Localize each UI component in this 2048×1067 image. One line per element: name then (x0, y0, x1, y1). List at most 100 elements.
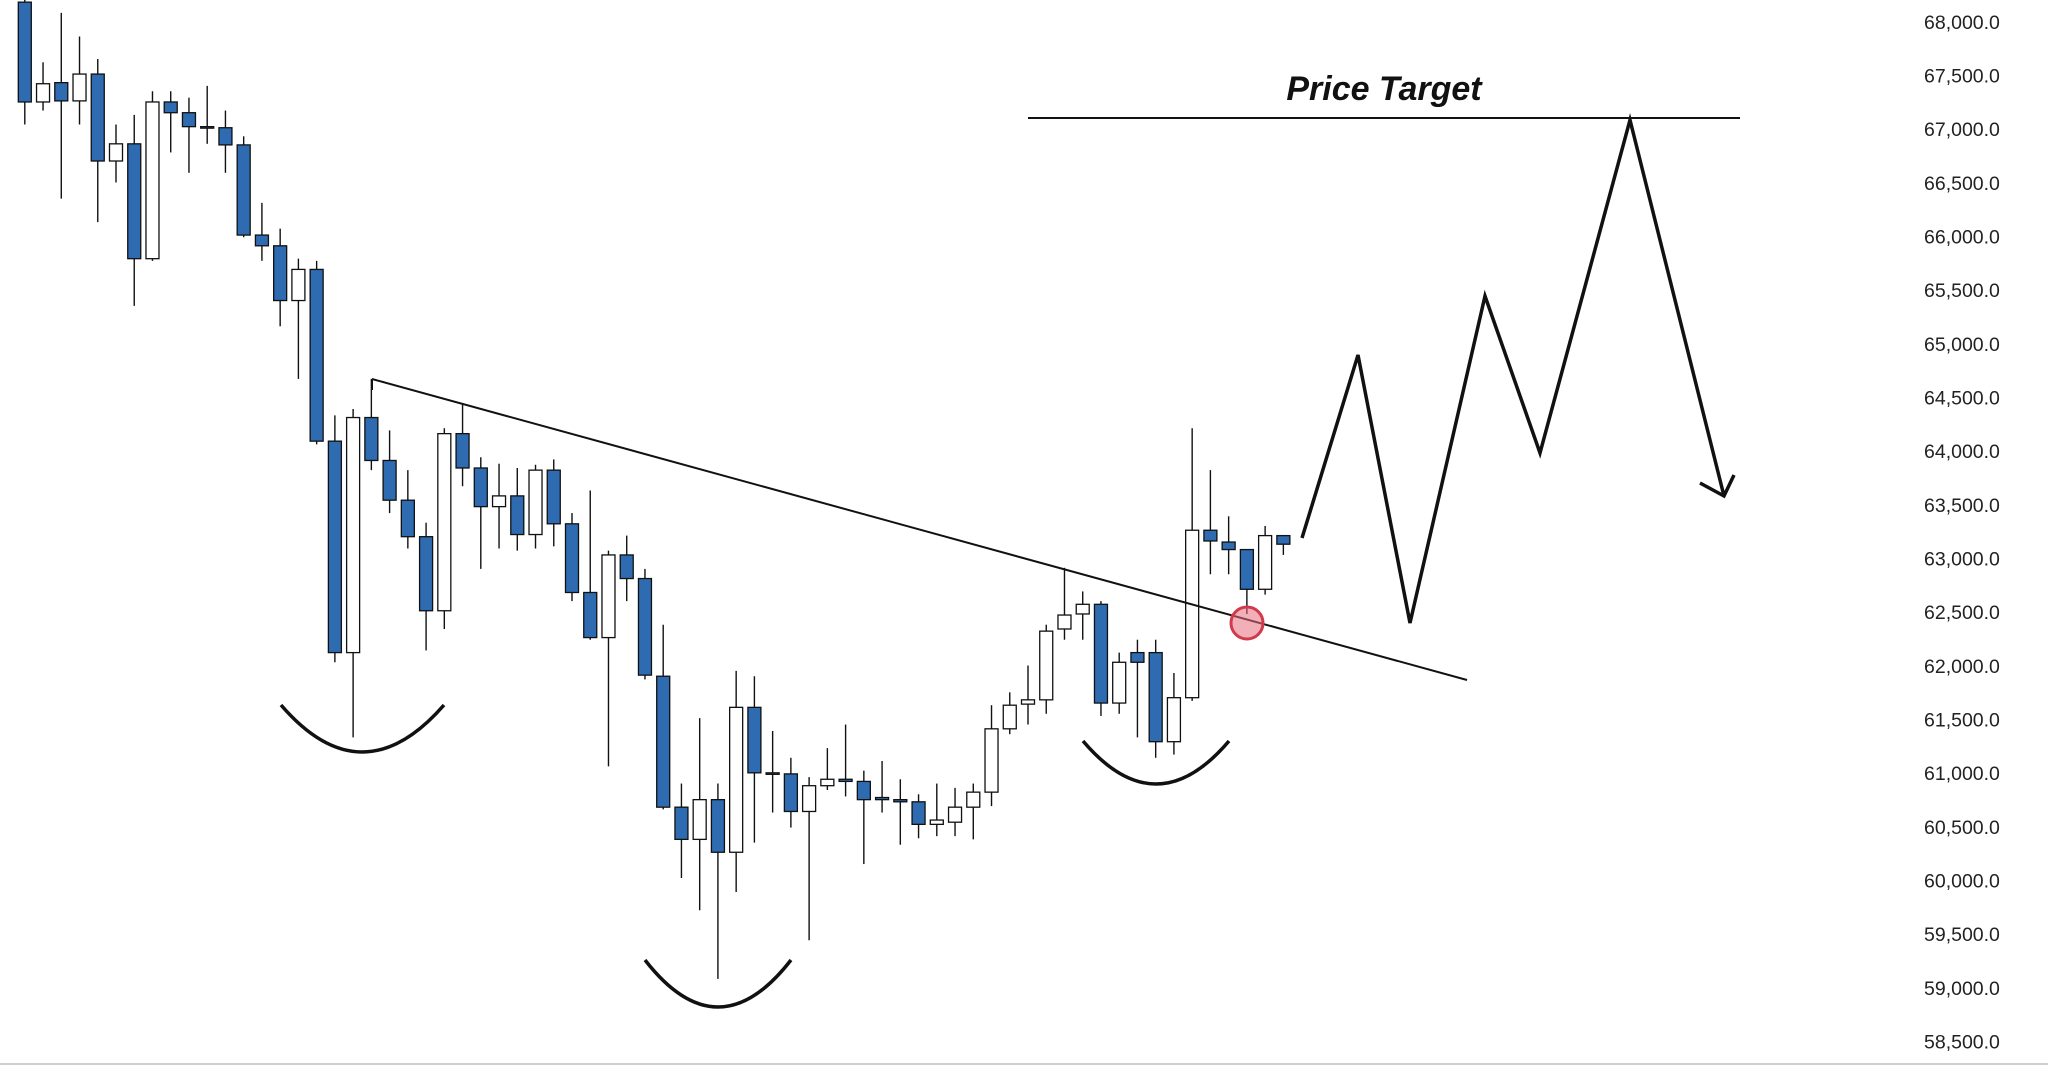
y-tick-label: 63,000.0 (1924, 548, 2000, 570)
candle-body (54, 81, 69, 102)
retest-marker (1229, 605, 1265, 641)
candle-body (984, 728, 999, 793)
projection-arrowhead (1699, 474, 1736, 499)
y-tick-label: 63,500.0 (1924, 495, 2000, 517)
y-tick-label: 62,500.0 (1924, 602, 2000, 624)
y-tick-label: 68,000.0 (1924, 12, 2000, 34)
y-tick-label: 65,500.0 (1924, 280, 2000, 302)
candle-body (327, 440, 343, 654)
candle-body (364, 416, 379, 462)
candle-body (72, 73, 87, 102)
candle-body (528, 469, 543, 536)
candle-body (1130, 651, 1145, 663)
candle-body (637, 577, 653, 676)
projection-path (1300, 113, 1726, 624)
candle-body (856, 780, 871, 801)
candle-body (345, 416, 361, 654)
candle-body (400, 499, 415, 538)
drawings (279, 113, 1740, 1009)
candle-body (163, 101, 178, 114)
y-tick-label: 60,500.0 (1924, 817, 2000, 839)
candles (17, 0, 1291, 979)
right-shoulder-arc (1081, 739, 1231, 786)
candle-body (929, 819, 944, 825)
y-tick-label: 62,000.0 (1924, 656, 2000, 678)
candle-body (1221, 541, 1236, 551)
candle-body (747, 706, 762, 774)
candle-body (273, 245, 288, 302)
price-target-label: Price Target (1286, 70, 1483, 108)
candle-body (801, 785, 817, 813)
y-tick-label: 67,500.0 (1924, 65, 2000, 87)
y-axis: 68,000.0 67,500.0 67,000.0 66,500.0 66,000.0… (1924, 12, 2000, 1054)
candle-body (1093, 603, 1109, 704)
left-shoulder-arc (279, 703, 446, 754)
y-tick-label: 64,000.0 (1924, 441, 2000, 463)
candle-body (1020, 699, 1036, 705)
candle-body (291, 268, 306, 302)
candle-body (418, 536, 434, 612)
y-tick-label: 67,000.0 (1924, 119, 2000, 141)
candle-body (1075, 603, 1090, 615)
y-tick-label: 60,000.0 (1924, 870, 2000, 892)
candle-body (1002, 704, 1017, 730)
y-tick-label: 64,500.0 (1924, 387, 2000, 409)
candle-body (309, 268, 324, 442)
candle-body (1185, 529, 1200, 699)
candle-body (838, 778, 853, 783)
candle-body (710, 799, 726, 853)
candle-body (947, 806, 963, 823)
y-tick-label: 59,000.0 (1924, 978, 2000, 1000)
candle-body (473, 467, 488, 508)
candle-body (619, 554, 634, 580)
candle-body (1112, 661, 1127, 704)
candle-body (692, 799, 707, 841)
candle-body (236, 144, 251, 236)
candle-body (1039, 630, 1054, 701)
candle-body (181, 112, 197, 128)
candle-body (491, 495, 507, 508)
y-tick-label: 59,500.0 (1924, 924, 2000, 946)
candle-body (674, 806, 689, 841)
candle-body (1276, 534, 1291, 545)
candle-body (1057, 614, 1072, 630)
candle-body (583, 591, 598, 639)
candle-body (1148, 651, 1163, 743)
candle-body (911, 801, 926, 825)
candle-body (455, 432, 470, 469)
candle-body (893, 799, 908, 803)
candle-body (1203, 529, 1218, 542)
trend-line (371, 378, 1468, 681)
candle-body (656, 675, 671, 808)
y-tick-label: 61,500.0 (1924, 709, 2000, 731)
candle-body (127, 143, 142, 260)
candle-body (382, 459, 397, 501)
y-tick-label: 66,000.0 (1924, 226, 2000, 248)
candle-body (254, 234, 270, 247)
candle-body (1166, 697, 1182, 743)
candle-body (546, 469, 561, 525)
candle-body (218, 127, 233, 146)
candle-body (601, 554, 616, 639)
y-tick-label: 65,000.0 (1924, 334, 2000, 356)
candle-body (966, 791, 981, 808)
candle-body (90, 73, 105, 162)
head-arc (643, 958, 793, 1009)
candle-body (783, 773, 799, 813)
candle-body (729, 706, 744, 853)
candle-body (820, 778, 835, 787)
candle-body (1257, 534, 1273, 590)
y-tick-label: 58,500.0 (1924, 1031, 2000, 1053)
candle-body (17, 1, 32, 103)
candle-body (564, 523, 580, 594)
candle-body (145, 101, 160, 260)
candle-body (1239, 548, 1255, 590)
candle-body (437, 432, 452, 612)
candle-body (874, 796, 890, 801)
candle-body (108, 143, 124, 162)
candle-body (510, 495, 525, 536)
y-tick-label: 66,500.0 (1924, 173, 2000, 195)
candle-body (765, 772, 780, 775)
candle-body (35, 83, 51, 103)
